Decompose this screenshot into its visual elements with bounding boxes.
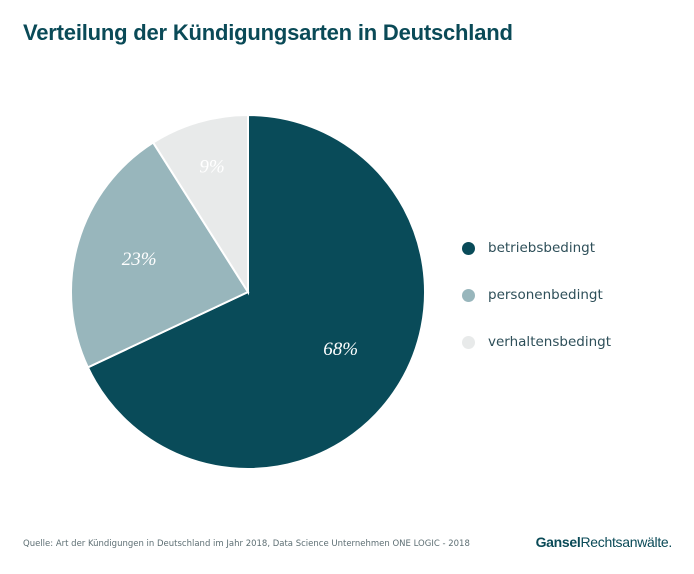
chart-title: Verteilung der Kündigungsarten in Deutsc… xyxy=(23,20,513,45)
legend: betriebsbedingt personenbedingt verhalte… xyxy=(462,236,611,377)
brand-logo: GanselRechtsanwälte. xyxy=(535,534,673,550)
pie-slices xyxy=(70,113,426,470)
source-note: Quelle: Art der Kündigungen in Deutschla… xyxy=(23,539,470,549)
pie-slice-betriebsbedingt xyxy=(86,113,426,470)
legend-label-personenbedingt: personenbedingt xyxy=(488,287,603,303)
pie-slice-personenbedingt xyxy=(70,141,250,369)
slice-value-label-betriebsbedingt: 68% xyxy=(323,339,358,360)
legend-item-betriebsbedingt: betriebsbedingt xyxy=(462,236,611,260)
legend-label-verhaltensbedingt: verhaltensbedingt xyxy=(488,334,611,350)
pie-slice-verhaltensbedingt xyxy=(151,113,249,296)
legend-item-personenbedingt: personenbedingt xyxy=(462,283,611,307)
slice-value-label-personenbedingt: 23% xyxy=(122,249,157,270)
pie-slice-labels: 68% 23% 9% xyxy=(122,156,358,360)
legend-swatch-personenbedingt xyxy=(462,288,475,302)
legend-item-verhaltensbedingt: verhaltensbedingt xyxy=(462,330,611,354)
brand-suffix: Rechtsanwälte. xyxy=(580,534,672,550)
slice-value-label-verhaltensbedingt: 9% xyxy=(199,156,224,177)
legend-swatch-verhaltensbedingt xyxy=(462,335,475,349)
legend-swatch-betriebsbedingt xyxy=(462,241,475,255)
legend-label-betriebsbedingt: betriebsbedingt xyxy=(488,240,595,256)
brand-name: Gansel xyxy=(535,534,581,550)
